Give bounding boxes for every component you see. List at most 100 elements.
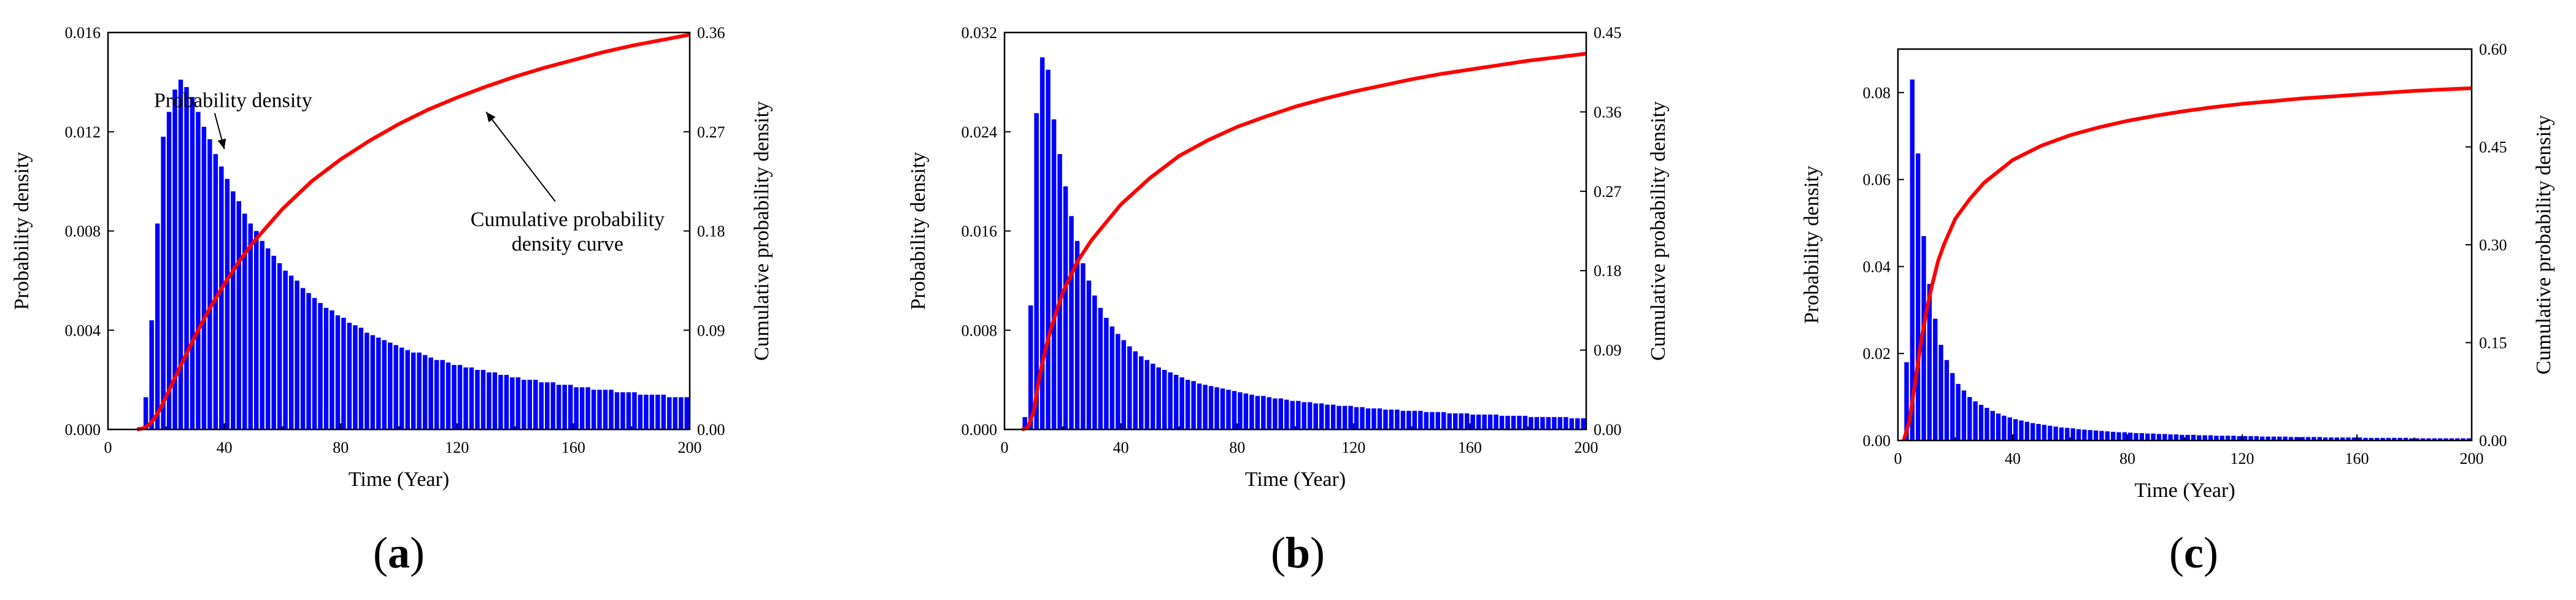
bar-a-73: [562, 385, 567, 429]
y-tick-label: 0.004: [65, 321, 101, 339]
bar-a-75: [574, 387, 579, 429]
bar-a-20: [254, 231, 259, 429]
bar-a-85: [632, 392, 637, 429]
y-right-tick-label: 0.18: [697, 223, 725, 240]
bar-a-88: [649, 394, 655, 429]
y-tick-label: 0.02: [1863, 345, 1891, 363]
bar-b-46: [1290, 401, 1295, 429]
bar-b-83: [1505, 415, 1510, 429]
bar-a-84: [626, 392, 631, 429]
bar-c-21: [2024, 421, 2030, 440]
bar-c-64: [2271, 436, 2277, 440]
bar-c-51: [2197, 435, 2202, 440]
bar-c-79: [2358, 437, 2362, 440]
bar-c-7: [1944, 360, 1949, 440]
bar-b-20: [1139, 356, 1144, 429]
bar-c-50: [2191, 434, 2196, 440]
bar-c-5: [1933, 318, 1938, 440]
panel-label: (a): [373, 528, 425, 577]
bar-b-47: [1296, 401, 1301, 429]
bar-c-46: [2168, 434, 2173, 440]
bar-a-67: [527, 380, 533, 429]
bar-c-20: [2019, 420, 2024, 440]
bar-c-2: [1916, 153, 1921, 440]
bar-c-70: [2305, 437, 2311, 440]
x-tick-label: 80: [2119, 450, 2135, 467]
bar-b-91: [1552, 417, 1557, 429]
bar-c-60: [2248, 436, 2253, 440]
x-tick-label: 160: [2345, 450, 2369, 467]
bar-a-49: [422, 355, 428, 429]
bar-b-29: [1191, 381, 1196, 429]
bar-a-66: [522, 380, 526, 429]
bar-c-66: [2283, 436, 2288, 440]
bar-a-37: [353, 325, 358, 429]
panel-label-letter: c: [2184, 528, 2204, 577]
bar-a-2: [149, 320, 154, 429]
bar-a-24: [277, 263, 282, 429]
y-right-tick-label: 0.45: [1594, 24, 1622, 42]
y-tick-label: 0.016: [962, 223, 998, 240]
bar-c-68: [2294, 437, 2299, 440]
bar-c-91: [2426, 438, 2431, 440]
bar-c-71: [2312, 437, 2316, 440]
bar-a-3: [155, 223, 160, 429]
bar-a-93: [679, 397, 684, 429]
x-tick-label: 40: [217, 439, 233, 456]
bar-b-36: [1232, 391, 1237, 429]
bar-c-30: [2076, 429, 2081, 440]
bar-c-81: [2369, 437, 2374, 440]
bar-a-77: [585, 387, 590, 429]
annotation-line: Probability density: [154, 89, 312, 112]
annotation-line: Cumulative probability: [471, 208, 665, 231]
bar-series: [1022, 57, 1586, 430]
bar-a-27: [295, 280, 299, 429]
bar-c-3: [1921, 236, 1926, 440]
bar-b-64: [1395, 409, 1400, 429]
bar-a-14: [219, 166, 224, 429]
bar-b-89: [1540, 417, 1545, 429]
bar-c-95: [2449, 438, 2454, 440]
bar-b-92: [1557, 417, 1563, 429]
bar-b-11: [1086, 280, 1092, 429]
x-tick-label: 120: [2231, 450, 2254, 467]
panel-label-close: ): [410, 528, 425, 577]
bar-a-52: [440, 360, 445, 429]
bar-a-78: [591, 390, 596, 429]
bar-b-7: [1063, 186, 1068, 429]
bar-b-57: [1354, 407, 1359, 429]
bar-c-4: [1927, 283, 1932, 440]
annotation-arrow-line: [485, 111, 556, 202]
bar-c-73: [2323, 437, 2328, 440]
bar-b-63: [1389, 409, 1394, 429]
bar-a-82: [614, 392, 620, 429]
bar-c-33: [2093, 430, 2099, 440]
annotation-0: Probability density: [154, 89, 312, 112]
y-tick-label: 0.012: [65, 123, 101, 141]
bar-b-84: [1511, 415, 1516, 429]
bar-a-34: [335, 315, 341, 429]
bar-c-63: [2266, 436, 2270, 440]
bar-b-34: [1220, 388, 1225, 429]
bar-b-79: [1482, 414, 1487, 429]
bar-b-52: [1325, 404, 1330, 429]
bar-a-54: [452, 364, 457, 429]
x-tick-label: 120: [1341, 439, 1365, 456]
bar-b-76: [1464, 413, 1470, 429]
bar-c-78: [2351, 437, 2356, 440]
y-right-tick-label: 0.00: [697, 421, 725, 439]
y-tick-label: 0.06: [1863, 171, 1891, 189]
annotation-arrow-head: [486, 112, 496, 123]
bar-c-0: [1904, 362, 1909, 440]
bar-c-1: [1910, 79, 1915, 441]
y-right-axis-title: Cumulative probability density: [1647, 101, 1670, 361]
bar-b-8: [1069, 216, 1074, 429]
x-axis-title: Time (Year): [1245, 468, 1346, 491]
bar-c-52: [2202, 435, 2207, 440]
bar-c-92: [2432, 438, 2437, 440]
bar-b-14: [1104, 318, 1109, 429]
bar-c-35: [2105, 431, 2110, 440]
bar-b-38: [1243, 393, 1249, 429]
x-tick-label: 0: [104, 439, 112, 456]
bar-c-24: [2042, 425, 2047, 440]
